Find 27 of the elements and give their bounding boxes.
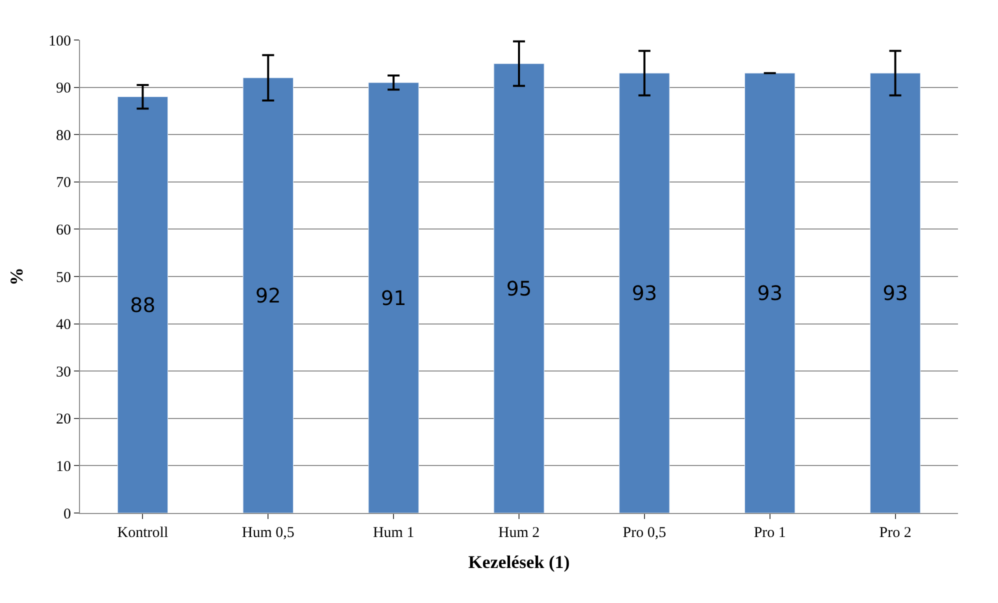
y-axis-title: % [6,268,27,286]
y-tick-label: 90 [56,80,71,97]
data-label: 93 [632,281,658,306]
y-tick-label: 80 [56,128,71,144]
x-tick-label: Pro 0,5 [622,525,666,541]
data-label: 93 [757,281,783,306]
y-tick-label: 60 [56,222,71,238]
x-tick-label: Pro 2 [879,525,912,541]
data-label: 93 [882,281,908,306]
data-label: 95 [506,276,532,300]
y-tick-label: 70 [56,175,71,192]
x-tick-label: Pro 1 [754,525,786,541]
x-axis-title: Kezelések (1) [468,552,570,572]
y-tick-label: 10 [56,458,71,475]
y-tick-label: 50 [56,270,71,286]
y-tick-label: 20 [56,412,71,428]
data-label: 91 [380,286,406,310]
y-tick-label: 100 [48,33,71,50]
data-label: 92 [255,283,281,308]
x-tick-label: Hum 1 [372,525,414,541]
y-tick-label: 30 [56,364,71,380]
x-tick-label: Kontroll [117,525,168,541]
x-tick-label: Hum 0,5 [242,525,294,541]
y-tick-label: 40 [56,317,71,334]
y-tick-label: 0 [64,506,71,522]
data-label: 88 [130,292,156,317]
x-tick-label: Hum 2 [498,525,540,541]
